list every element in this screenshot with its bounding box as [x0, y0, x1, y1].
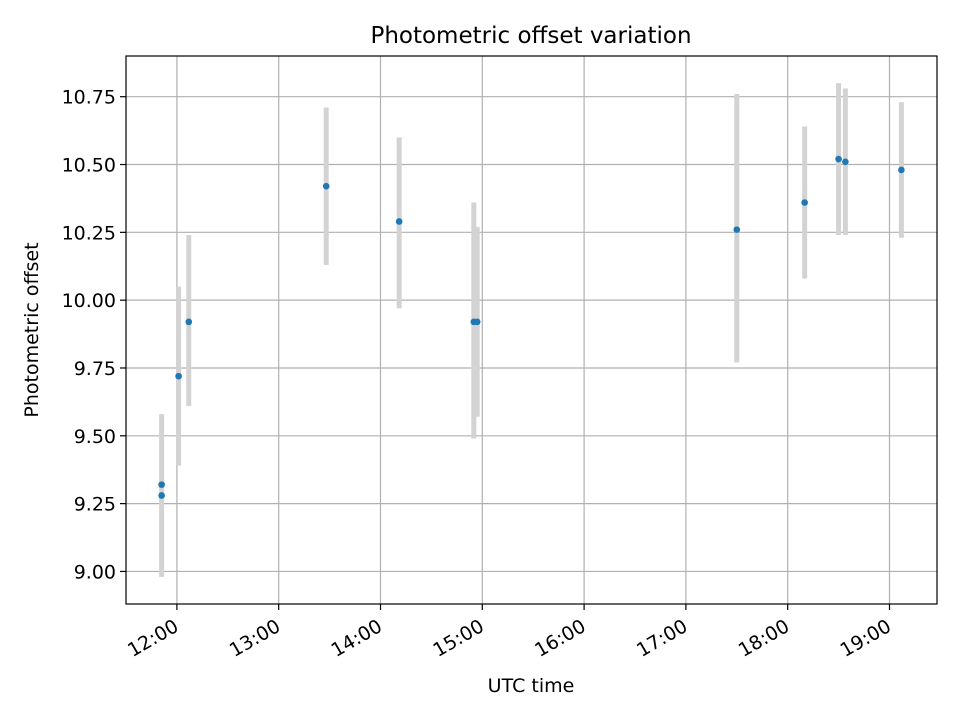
y-tick-label: 9.00 [74, 561, 116, 583]
data-point [175, 372, 182, 380]
data-point [898, 166, 905, 174]
y-axis-ticks: 9.00 9.25 9.50 9.75 10.00 10.25 10.50 10.75 [62, 87, 126, 583]
data-point [835, 155, 842, 163]
data-point [322, 182, 330, 190]
y-tick-label: 9.75 [74, 358, 116, 380]
data-point [158, 481, 165, 488]
y-axis-label: Photometric offset [21, 242, 43, 417]
data-point [842, 158, 849, 166]
data-points [158, 155, 905, 499]
y-tick-label: 9.25 [74, 494, 116, 516]
plot-frame [125, 55, 938, 605]
y-tick-label: 9.50 [74, 426, 116, 448]
data-point [395, 218, 403, 225]
data-point [801, 199, 808, 206]
data-point [733, 226, 741, 233]
data-point [158, 492, 165, 499]
y-tick-label: 10.50 [62, 155, 116, 177]
y-tick-label: 10.25 [62, 222, 116, 244]
y-tick-label: 10.75 [62, 87, 116, 109]
x-axis-label: UTC time [488, 675, 575, 697]
data-point [473, 318, 481, 326]
chart-title: Photometric offset variation [370, 23, 691, 49]
data-point [185, 318, 193, 326]
grid [126, 56, 937, 604]
y-tick-label: 10.00 [62, 290, 116, 312]
